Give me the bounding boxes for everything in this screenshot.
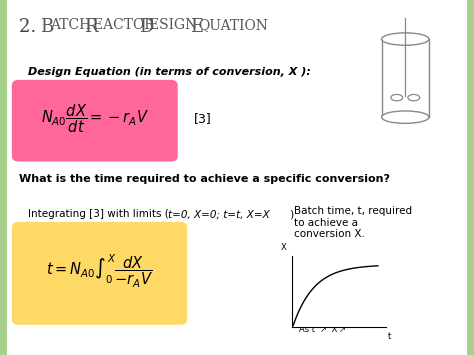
Text: 2.: 2.: [19, 18, 42, 36]
FancyBboxPatch shape: [12, 80, 178, 162]
Text: Design Equation (in terms of conversion, X ):: Design Equation (in terms of conversion,…: [28, 67, 311, 77]
Text: ↗: ↗: [320, 325, 327, 334]
Ellipse shape: [408, 94, 420, 101]
Text: E: E: [190, 18, 203, 36]
Text: t: t: [388, 332, 392, 341]
Text: EACTOR: EACTOR: [93, 18, 159, 32]
Text: What is the time required to achieve a specific conversion?: What is the time required to achieve a s…: [19, 174, 390, 184]
Text: ↗: ↗: [339, 325, 346, 334]
Ellipse shape: [382, 111, 429, 123]
Text: QUATION: QUATION: [198, 18, 268, 32]
Ellipse shape: [382, 33, 429, 45]
Text: X: X: [329, 325, 338, 334]
Text: X: X: [281, 243, 287, 252]
Text: Batch time, t, required
to achieve a
conversion X.: Batch time, t, required to achieve a con…: [294, 206, 412, 239]
Text: $t = N_{A0}\int_{0}^{X}\dfrac{dX}{-r_A V}$: $t = N_{A0}\int_{0}^{X}\dfrac{dX}{-r_A V…: [46, 253, 153, 290]
Text: ATCH: ATCH: [50, 18, 95, 32]
Bar: [467, 0, 474, 355]
Text: t=0, X=0; t=t, X=X: t=0, X=0; t=t, X=X: [168, 209, 270, 219]
Text: $N_{A0}\dfrac{dX}{dt} = -r_A V$: $N_{A0}\dfrac{dX}{dt} = -r_A V$: [41, 103, 149, 135]
Text: B: B: [40, 18, 54, 36]
Text: Integrating [3] with limits (: Integrating [3] with limits (: [28, 209, 169, 219]
Ellipse shape: [391, 94, 402, 101]
Text: ESIGN: ESIGN: [149, 18, 201, 32]
FancyBboxPatch shape: [12, 222, 187, 325]
Text: D: D: [139, 18, 154, 36]
Bar: [0, 0, 7, 355]
Text: As t: As t: [299, 325, 315, 334]
Text: R: R: [84, 18, 98, 36]
Text: ): ): [287, 209, 294, 219]
Text: [3]: [3]: [194, 113, 212, 125]
